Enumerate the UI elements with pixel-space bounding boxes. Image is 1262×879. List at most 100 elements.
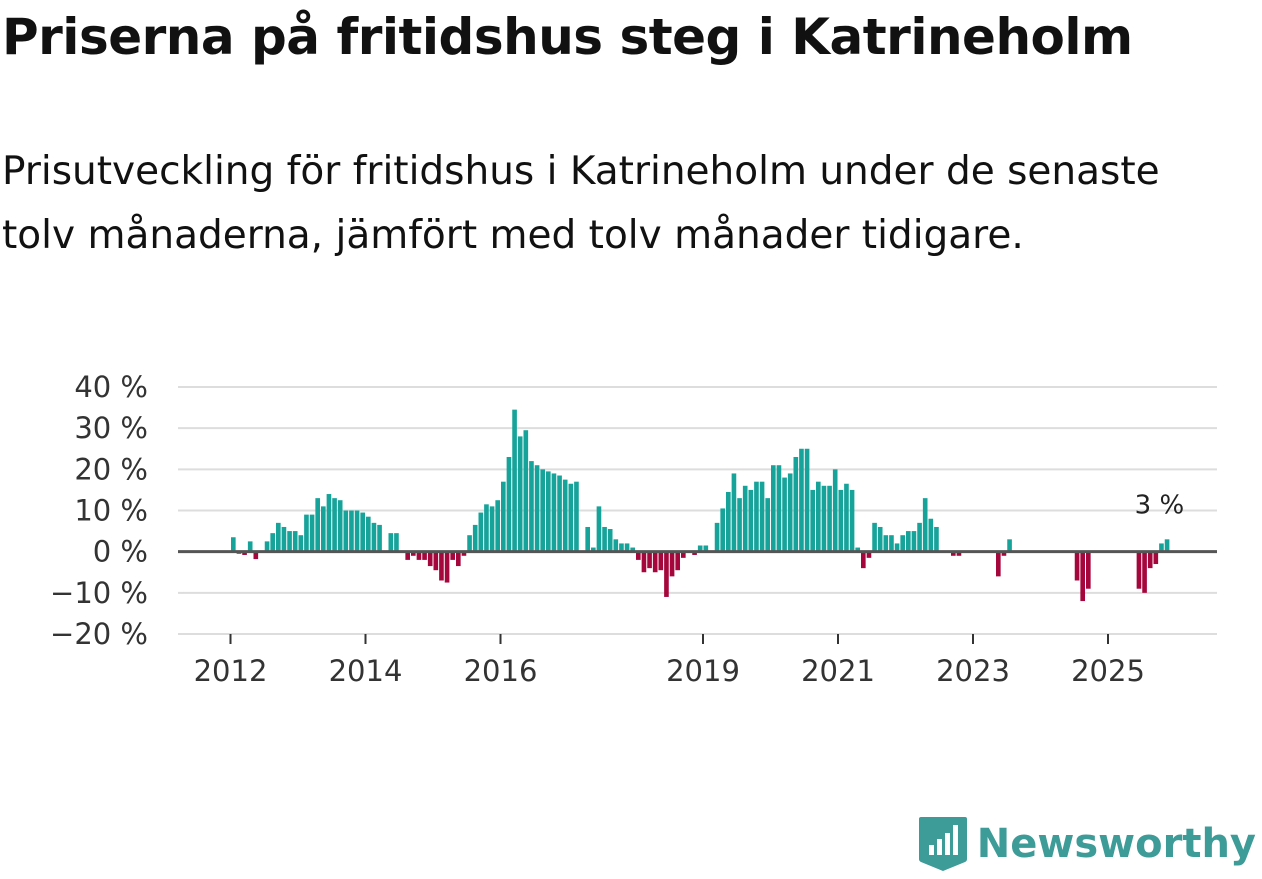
bar <box>591 547 596 552</box>
bar <box>641 551 647 573</box>
x-tick-label: 2014 <box>329 654 403 688</box>
bar <box>703 545 709 552</box>
bar <box>1142 551 1147 593</box>
bar <box>366 516 371 552</box>
y-tick-label: −20 % <box>50 617 148 651</box>
x-tick-label: 2025 <box>1071 654 1145 688</box>
bar <box>478 512 484 552</box>
bar <box>388 533 394 552</box>
bar <box>377 524 382 552</box>
bar <box>231 537 236 552</box>
bar <box>343 510 349 552</box>
bar <box>1164 539 1170 552</box>
y-tick-label: 10 % <box>74 494 148 528</box>
bar <box>332 498 337 552</box>
axes <box>178 550 1217 644</box>
bar <box>810 489 816 552</box>
bar <box>337 500 343 552</box>
bar <box>742 485 748 552</box>
bar <box>253 551 259 560</box>
bar <box>894 543 900 552</box>
x-tick-label: 2023 <box>936 654 1010 688</box>
bar <box>433 551 439 571</box>
bar <box>759 481 765 552</box>
bar <box>827 485 832 552</box>
bar <box>726 491 731 552</box>
bar <box>855 547 861 552</box>
bar <box>821 485 827 552</box>
bar <box>405 551 411 560</box>
bar <box>697 545 703 552</box>
bar <box>444 551 450 583</box>
x-tick-label: 2019 <box>666 654 740 688</box>
bar <box>613 539 619 552</box>
bar <box>326 494 332 552</box>
chart-subtitle: Prisutveckling för fritidshus i Katrineh… <box>2 149 1160 258</box>
y-tick-label: 30 % <box>74 411 148 445</box>
bar <box>1159 543 1164 552</box>
bar <box>529 461 534 552</box>
bar <box>456 551 461 567</box>
bar <box>472 524 478 552</box>
bar <box>501 481 506 552</box>
bar <box>720 508 726 552</box>
bar <box>917 522 922 552</box>
bar <box>906 531 911 552</box>
bar <box>242 551 247 555</box>
bar <box>1136 551 1142 589</box>
bar <box>540 469 546 552</box>
bar <box>799 448 804 552</box>
bar <box>304 514 309 552</box>
bar <box>276 522 281 552</box>
bar <box>1080 551 1086 602</box>
bar <box>484 504 489 552</box>
x-tick-label: 2012 <box>194 654 268 688</box>
bar <box>427 551 433 567</box>
bar <box>889 535 894 552</box>
bar <box>264 541 270 552</box>
bar <box>467 535 472 552</box>
bar <box>439 551 444 581</box>
bar <box>607 529 613 552</box>
brand-logo: Newsworthy <box>917 815 1256 873</box>
bar <box>315 498 321 552</box>
bar <box>849 489 855 552</box>
bar <box>669 551 675 577</box>
bar <box>866 551 872 558</box>
chart-title: Priserna på fritidshus steg i Katrinehol… <box>2 8 1133 66</box>
bar <box>309 514 315 552</box>
bar <box>911 531 917 552</box>
bar <box>787 473 793 552</box>
bar <box>546 471 551 552</box>
bar <box>861 551 866 569</box>
bar <box>996 551 1001 577</box>
bar <box>793 456 799 552</box>
bar <box>877 526 883 552</box>
bar <box>765 498 771 552</box>
bar <box>517 436 523 552</box>
bar <box>619 543 624 552</box>
x-tick-label: 2016 <box>464 654 538 688</box>
bar <box>489 506 495 552</box>
bar <box>557 475 562 552</box>
bar <box>624 543 630 552</box>
bar <box>804 448 810 552</box>
bar <box>1147 551 1153 569</box>
bar <box>422 551 427 560</box>
bar <box>247 541 253 552</box>
bar <box>816 481 821 552</box>
bar <box>292 531 298 552</box>
bar <box>928 518 934 552</box>
bar <box>562 479 568 552</box>
bar <box>450 551 456 560</box>
latest-value-label: 3 % <box>1135 490 1185 520</box>
y-tick-label: 0 % <box>93 535 148 569</box>
bar <box>506 456 512 552</box>
bar <box>512 409 517 552</box>
bar <box>714 522 720 552</box>
bar <box>838 489 844 552</box>
bar <box>270 533 276 552</box>
bar <box>681 551 686 558</box>
x-tick-label: 2021 <box>801 654 875 688</box>
bar <box>574 481 579 552</box>
